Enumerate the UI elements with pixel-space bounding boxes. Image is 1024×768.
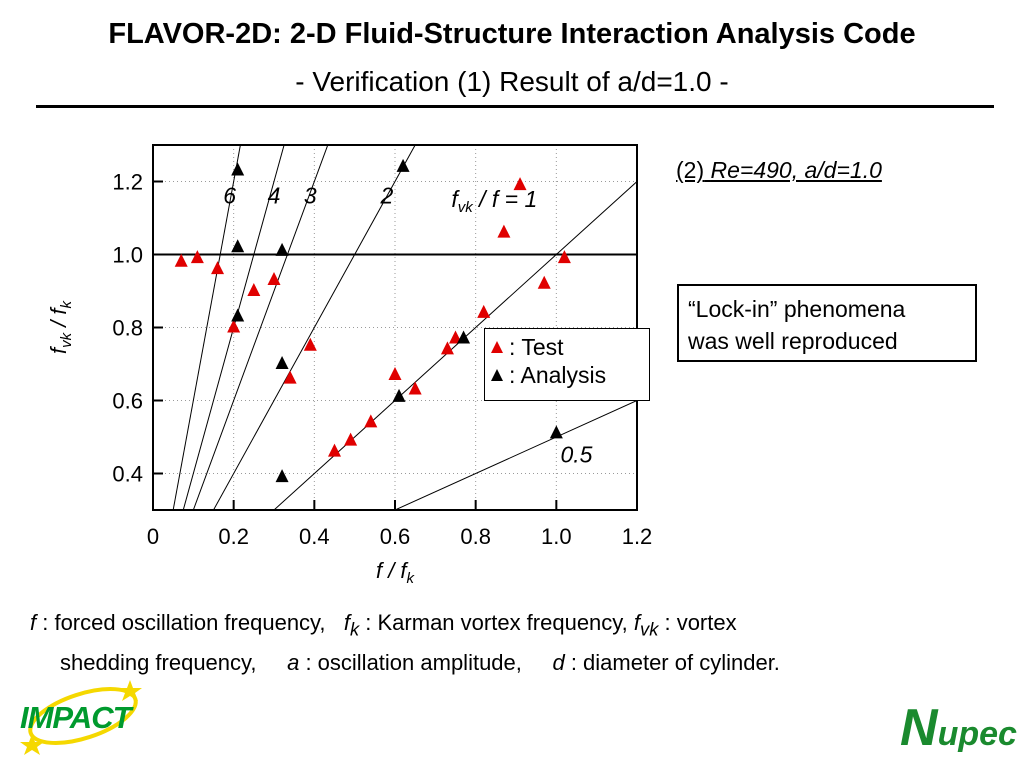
analysis-point (549, 425, 563, 439)
x-tick-label: 0 (147, 524, 159, 549)
star-icon (20, 734, 44, 755)
footnote: f : forced oscillation frequency, fk : K… (30, 606, 780, 680)
footnote-shedding: shedding frequency, (60, 650, 257, 676)
test-point (283, 370, 297, 384)
x-tick-label: 0.8 (460, 524, 491, 549)
footnote-f-symbol: f (30, 610, 37, 635)
footnote-d-desc: : diameter of cylinder. (564, 650, 780, 676)
slide-title: FLAVOR-2D: 2-D Fluid-Structure Interacti… (108, 18, 916, 50)
footnote-fk-desc: : Karman vortex frequency, (359, 610, 628, 635)
test-point (440, 341, 454, 355)
note-line-1: “Lock-in” phenomena (688, 296, 906, 322)
test-point (227, 319, 241, 333)
x-tick-label: 0.2 (218, 524, 249, 549)
test-point (477, 304, 491, 318)
footnote-fvk-desc: : vortex (658, 610, 737, 635)
analysis-point (275, 356, 289, 369)
red-triangle-icon (491, 341, 503, 353)
ratio-line-label: 4 (268, 182, 281, 208)
test-point (190, 250, 204, 264)
test-point (303, 337, 317, 351)
test-point (513, 177, 527, 191)
y-axis-label: fvk / fk (46, 299, 75, 354)
footnote-fvk-symbol: f (633, 610, 641, 635)
lock-in-note: “Lock-in” phenomena was well reproduced (677, 284, 977, 362)
legend-label-analysis: : Analysis (509, 362, 607, 388)
y-axis-label-part: k (58, 299, 75, 308)
y-tick-label: 0.8 (112, 316, 143, 341)
ratio-line-label: 3 (304, 182, 317, 208)
footnote-line-1: f : forced oscillation frequency, fk : K… (30, 606, 780, 646)
title-divider (36, 105, 994, 108)
case-label: (2) Re=490, a/d=1.0 (676, 157, 882, 184)
slide-subtitle: - Verification (1) Result of a/d=1.0 - (295, 66, 729, 97)
ratio-line-2 (212, 145, 416, 510)
ratio-line-6 (172, 145, 241, 510)
note-line-2: was well reproduced (688, 328, 898, 354)
ratio-line-label: 0.5 (561, 442, 593, 468)
impact-logo-text: IMPACT (20, 700, 132, 735)
x-axis-label-sub: k (407, 570, 416, 587)
test-point (344, 432, 358, 446)
ratio-line-label: 2 (380, 182, 394, 208)
legend-item-test: : Test (491, 333, 649, 361)
y-tick-label: 1.2 (112, 170, 143, 195)
test-point (267, 272, 281, 286)
analysis-point (275, 469, 289, 483)
test-point (247, 283, 261, 296)
test-point (537, 275, 551, 289)
chart-legend: : Test : Analysis (484, 328, 650, 401)
legend-label-test: : Test (509, 334, 564, 360)
ratio-line-label-sub: vk (458, 199, 475, 216)
x-axis-label: f / fk (376, 558, 416, 587)
black-triangle-icon (491, 369, 503, 381)
x-tick-label: 0.6 (380, 524, 411, 549)
test-point (328, 443, 341, 457)
footnote-f-desc: : forced oscillation frequency, (36, 610, 326, 635)
analysis-point (275, 242, 289, 256)
legend-item-analysis: : Analysis (491, 361, 649, 389)
analysis-point (231, 308, 245, 322)
footnote-a-symbol: a (287, 650, 300, 676)
footnote-fvk-sub: vk (640, 618, 659, 640)
analysis-point (392, 388, 406, 402)
ratio-line-3 (192, 145, 329, 510)
analysis-point (457, 330, 471, 344)
impact-logo-swoosh (20, 680, 142, 755)
ratio-line-label: fvk / f = 1 (451, 186, 537, 216)
y-axis-label-part: vk (58, 331, 75, 348)
analysis-point (231, 239, 245, 253)
test-point (388, 366, 402, 380)
footnote-line-2: shedding frequency, a : oscillation ampl… (30, 646, 780, 680)
ratio-line-label-rest: / f = 1 (473, 186, 538, 212)
y-tick-label: 0.6 (112, 389, 143, 414)
nupec-logo-rest: upec (937, 715, 1017, 753)
ratio-line-label: 6 (223, 182, 236, 208)
footnote-fk-sub: k (350, 618, 360, 640)
test-point (408, 381, 422, 395)
test-point (364, 414, 378, 428)
x-tick-label: 0.4 (299, 524, 330, 549)
nupec-logo-initial: N (900, 699, 938, 757)
x-tick-label: 1.2 (622, 524, 653, 549)
analysis-point (396, 158, 410, 172)
y-tick-label: 0.4 (112, 462, 143, 487)
analysis-point (231, 162, 245, 176)
x-tick-label: 1.0 (541, 524, 572, 549)
nupec-logo: Nupec (900, 698, 1017, 758)
case-label-prefix: (2) (676, 157, 705, 183)
test-point (557, 250, 571, 264)
footnote-a-desc: : oscillation amplitude, (299, 650, 522, 676)
y-tick-label: 1.0 (112, 243, 143, 268)
star-icon (118, 680, 142, 701)
footnote-fk-symbol: f (343, 610, 350, 635)
test-point (211, 261, 225, 275)
y-axis-label-part: / f (46, 306, 71, 333)
case-label-params: Re=490, a/d=1.0 (710, 157, 882, 183)
footnote-d-symbol: d (552, 650, 565, 676)
test-point (497, 224, 511, 238)
test-point (174, 253, 188, 267)
